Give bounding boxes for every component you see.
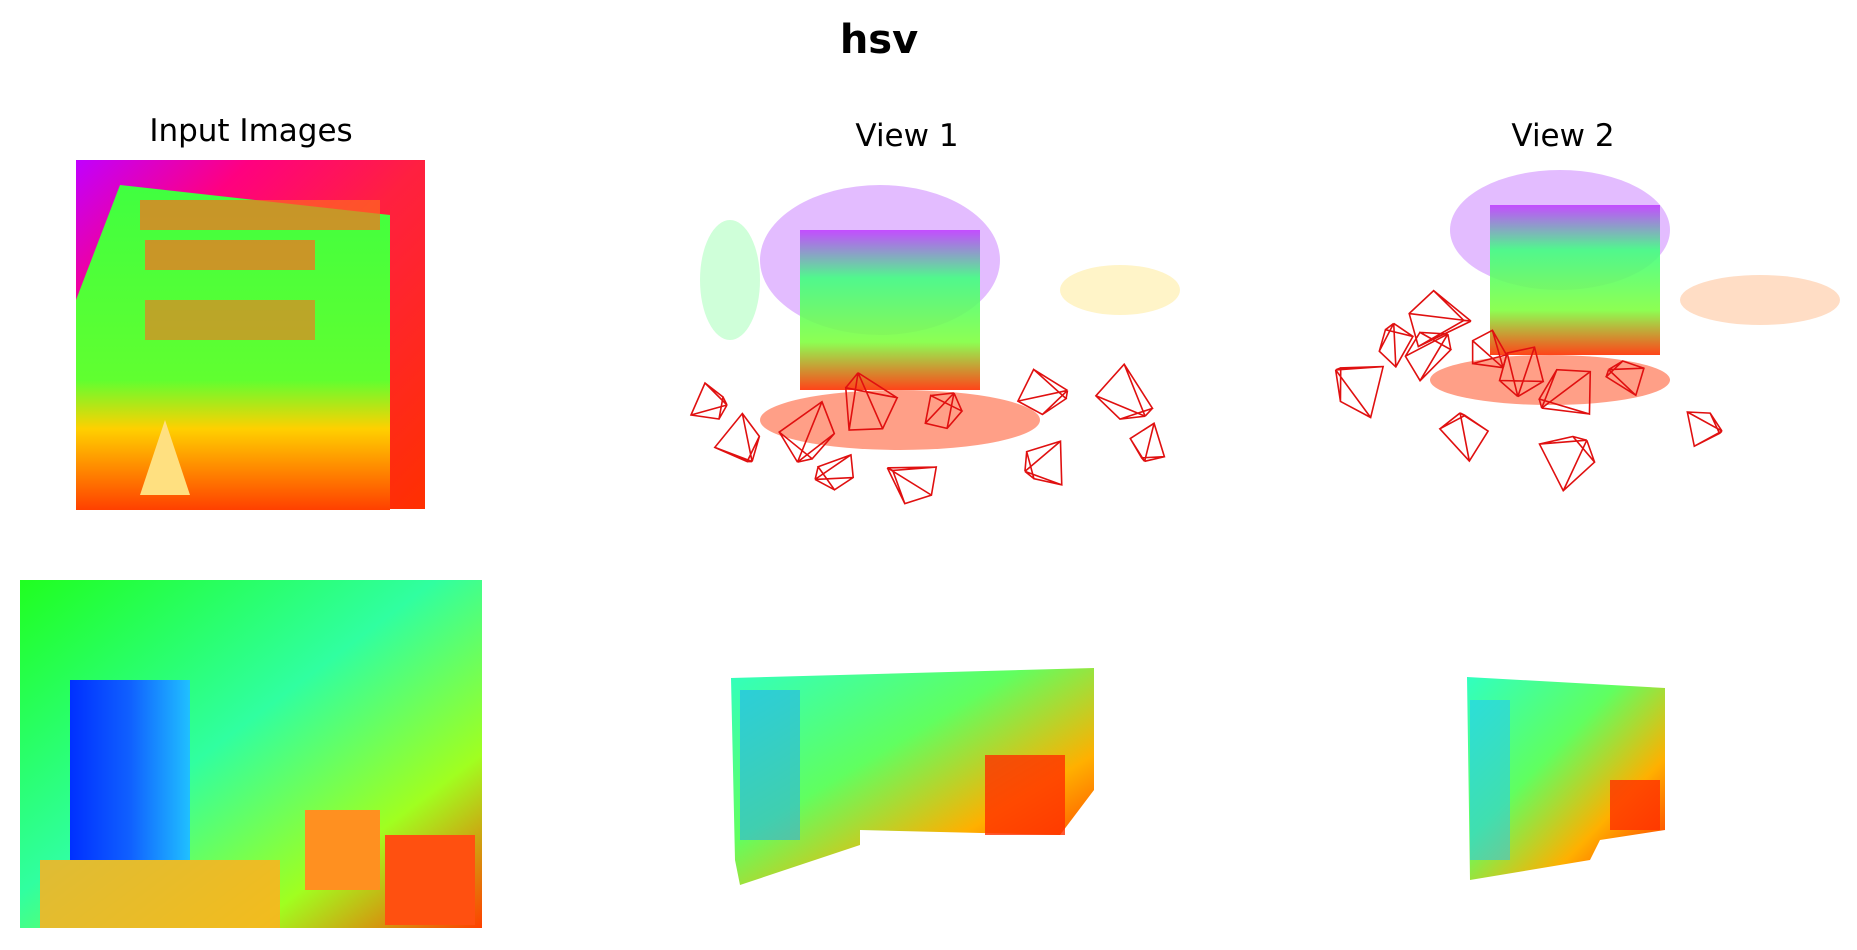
panel-title: View 2	[1511, 118, 1614, 154]
camera-frustum	[1094, 362, 1154, 421]
camera-frustum	[886, 466, 938, 505]
point-cloud	[1467, 677, 1665, 880]
camera-frustum	[1438, 412, 1490, 463]
camera-frustum	[1471, 329, 1508, 369]
camera-frustum	[814, 453, 855, 491]
point-cloud	[700, 185, 1180, 450]
panel-title: View 1	[855, 118, 958, 154]
point-cloud	[731, 668, 1094, 885]
camera-frustum	[1408, 289, 1472, 348]
camera-frustum	[1378, 322, 1415, 369]
camera-frustum	[1538, 368, 1592, 416]
camera-frustum	[1129, 422, 1166, 463]
camera-frustum	[1404, 331, 1453, 382]
camera-frustums	[689, 289, 1723, 505]
camera-frustum	[713, 412, 761, 463]
camera-frustum	[1686, 411, 1723, 448]
camera-frustum	[844, 372, 899, 431]
camera-frustum	[1016, 368, 1069, 416]
input-image	[20, 580, 482, 928]
panel-title: Input Images	[149, 113, 352, 149]
camera-frustum	[924, 392, 964, 430]
input-image	[76, 160, 425, 510]
camera-frustum	[1334, 365, 1385, 419]
camera-frustum	[689, 381, 728, 420]
point-cloud	[1430, 170, 1840, 405]
camera-frustum	[1498, 346, 1545, 398]
camera-frustum	[1604, 360, 1645, 397]
camera-frustum	[1024, 440, 1063, 486]
camera-frustum	[777, 400, 836, 463]
figure-title: hsv	[840, 17, 918, 63]
camera-frustum	[1538, 435, 1596, 493]
